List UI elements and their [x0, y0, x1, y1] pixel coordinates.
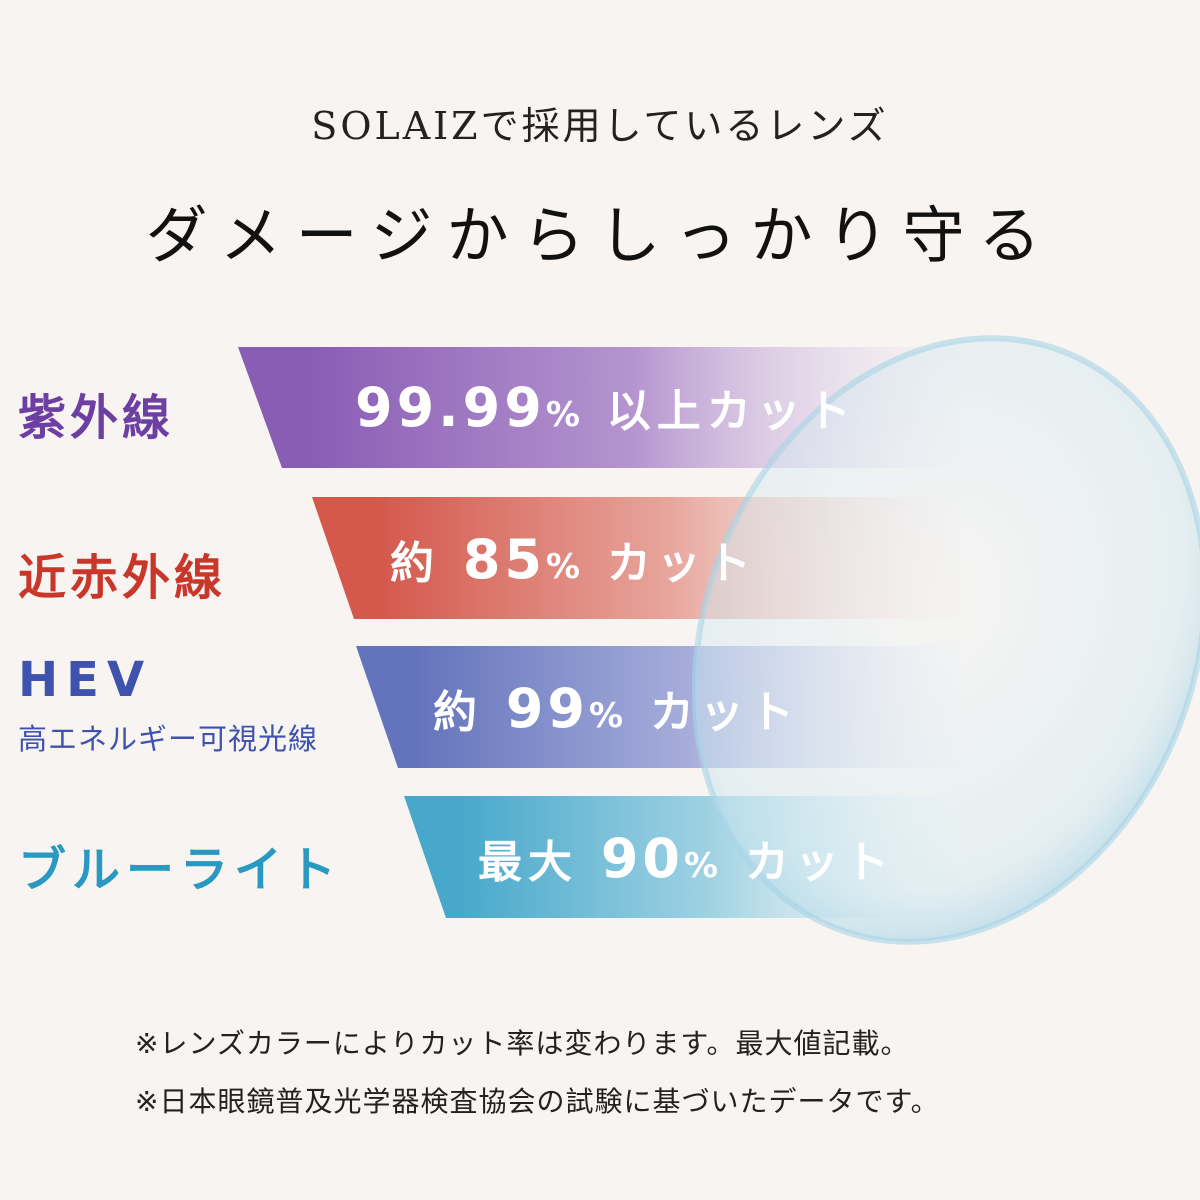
- value-number: 99.99: [355, 376, 546, 439]
- subtitle: SOLAIZで採用しているレンズ: [311, 104, 889, 148]
- value-nir: 約 85% カット: [390, 527, 757, 591]
- label-nir: 近赤外線: [18, 550, 227, 606]
- value-prefix: 約: [390, 538, 440, 589]
- value-number: 85: [462, 528, 546, 591]
- label-hev-sub: 高エネルギー可視光線: [18, 722, 319, 756]
- value-suffix: カット: [649, 687, 800, 738]
- note-test: ※日本眼鏡普及光学器検査協会の試験に基づいたデータです。: [135, 1085, 940, 1118]
- value-prefix: 約: [433, 687, 483, 738]
- value-number: 99: [505, 677, 589, 740]
- value-percent: %: [588, 696, 628, 736]
- label-uv: 紫外線: [18, 390, 175, 446]
- value-suffix: カット: [606, 538, 757, 589]
- value-uv: 99.99% 以上カット: [355, 375, 857, 439]
- value-number: 90: [600, 827, 684, 890]
- value-percent: %: [545, 547, 585, 587]
- value-hev: 約 99% カット: [433, 676, 800, 740]
- value-percent: %: [683, 846, 723, 886]
- value-bluelight: 最大 90% カット: [478, 826, 895, 890]
- note-color: ※レンズカラーによりカット率は変わります。最大値記載。: [135, 1027, 910, 1060]
- headline: ダメージからしっかり守る: [145, 199, 1055, 272]
- lens-graphic: [691, 335, 1200, 945]
- label-bluelight: ブルーライト: [18, 842, 343, 898]
- value-suffix: 以上カット: [606, 386, 857, 437]
- band-uv: [238, 347, 960, 468]
- label-hev: HEV: [18, 652, 153, 708]
- value-prefix: 最大: [478, 837, 578, 888]
- value-suffix: カット: [744, 837, 895, 888]
- value-percent: %: [545, 395, 584, 435]
